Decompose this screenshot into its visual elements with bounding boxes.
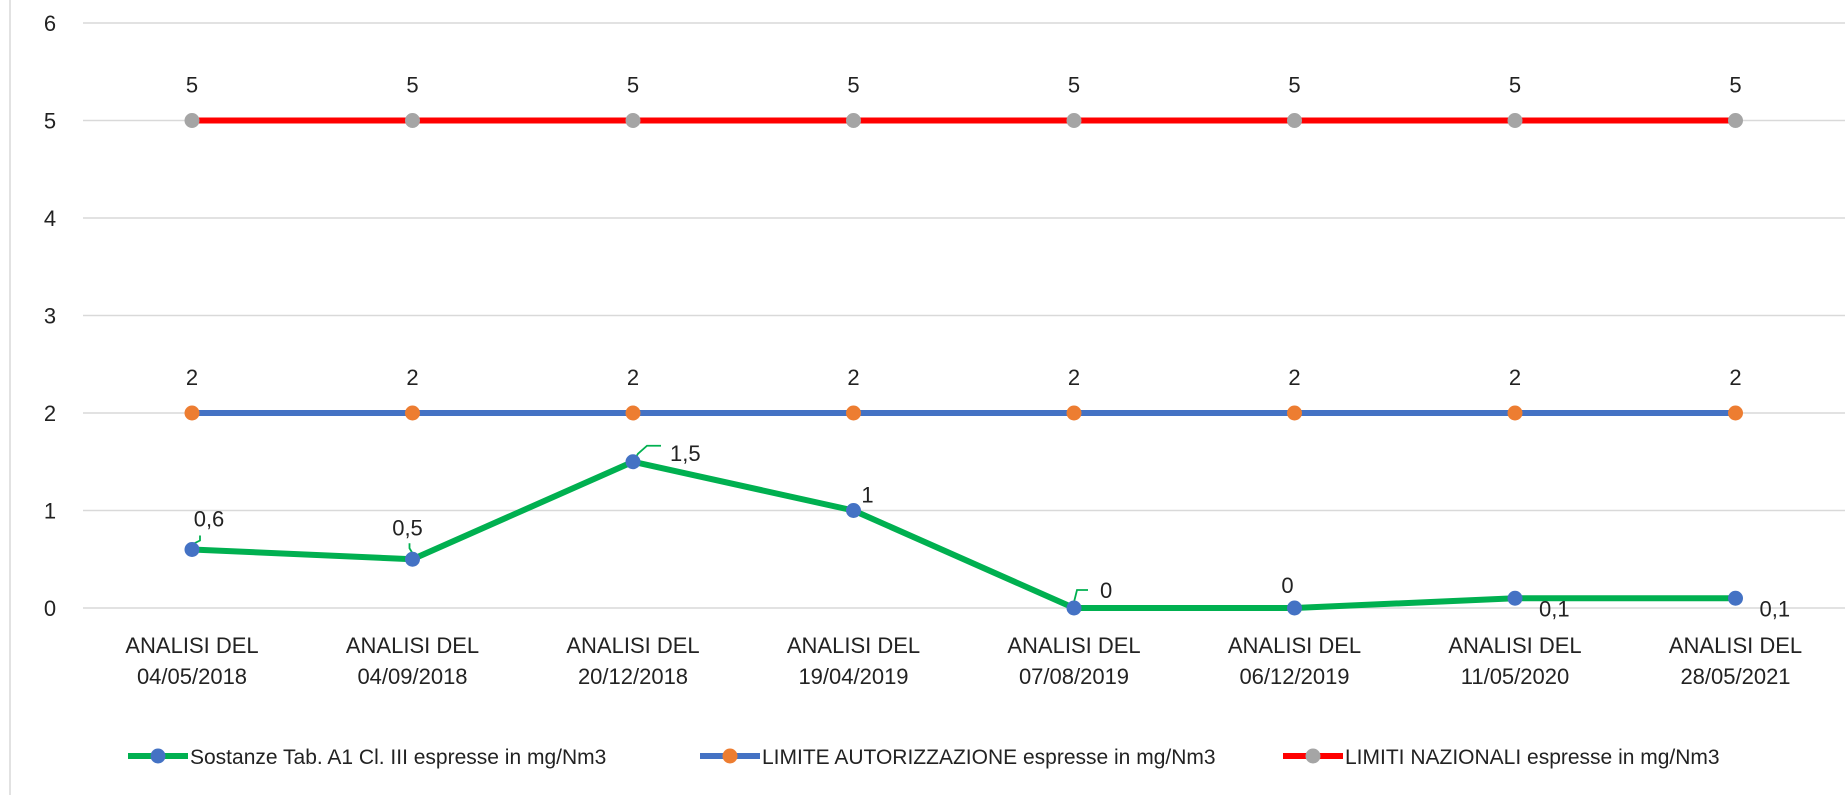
- legend-swatch-marker: [150, 748, 166, 764]
- data-label: 0,5: [392, 515, 423, 540]
- x-tick-label: 28/05/2021: [1680, 664, 1790, 689]
- data-point-marker: [1066, 113, 1082, 128]
- y-tick-label: 0: [44, 596, 56, 621]
- data-point-marker: [1066, 405, 1082, 421]
- data-label: 2: [1068, 365, 1080, 390]
- data-point-marker: [846, 113, 861, 128]
- data-point-marker: [1287, 405, 1302, 421]
- data-label: 0: [1100, 578, 1112, 603]
- data-label: 2: [627, 365, 639, 390]
- y-tick-label: 3: [44, 304, 56, 329]
- data-point-marker: [1287, 113, 1302, 128]
- data-point-marker: [184, 542, 200, 557]
- y-tick-label: 4: [44, 206, 56, 231]
- x-tick-label: ANALISI DEL: [1669, 633, 1802, 658]
- legend-label: LIMITE AUTORIZZAZIONE espresse in mg/Nm3: [762, 746, 1216, 769]
- data-label: 0: [1281, 573, 1293, 598]
- data-label: 1: [861, 483, 873, 508]
- data-point-marker: [1507, 590, 1523, 606]
- data-label: 5: [406, 73, 418, 98]
- data-point-marker: [846, 503, 861, 518]
- x-tick-label: 06/12/2019: [1239, 664, 1349, 689]
- data-point-marker: [625, 405, 641, 421]
- data-label: 5: [1509, 73, 1521, 98]
- data-label: 2: [1509, 365, 1521, 390]
- y-tick-label: 2: [44, 401, 56, 426]
- x-tick-label: 19/04/2019: [798, 664, 908, 689]
- x-tick-label: ANALISI DEL: [1007, 633, 1140, 658]
- label-callouts: [191, 444, 1088, 608]
- data-point-marker: [625, 454, 641, 470]
- x-tick-label: 07/08/2019: [1019, 664, 1129, 689]
- data-label: 5: [847, 73, 859, 98]
- data-point-marker: [625, 113, 641, 128]
- data-labels: 2 2 2 2 2 2 2 2 5 5 5 5 5 5 5 5 0,6 0,5 1,5 1 0 0 0,1 0,1: [186, 73, 1790, 622]
- x-tick-label: ANALISI DEL: [125, 633, 258, 658]
- data-point-marker: [1507, 405, 1523, 421]
- data-point-marker: [1728, 405, 1743, 421]
- data-label: 2: [1288, 365, 1300, 390]
- x-tick-label: ANALISI DEL: [1448, 633, 1581, 658]
- data-label: 0,1: [1760, 596, 1791, 621]
- x-tick-label: 20/12/2018: [578, 664, 688, 689]
- data-label: 5: [627, 73, 639, 98]
- data-label: 2: [1729, 365, 1741, 390]
- legend-label: Sostanze Tab. A1 Cl. III espresse in mg/…: [190, 746, 606, 769]
- data-point-marker: [184, 405, 200, 421]
- data-point-marker: [1287, 600, 1302, 616]
- data-point-marker: [405, 113, 420, 128]
- x-tick-label: 04/05/2018: [137, 664, 247, 689]
- data-label: 2: [186, 365, 198, 390]
- data-point-marker: [184, 113, 200, 128]
- data-label: 5: [186, 73, 198, 98]
- legend-label: LIMITI NAZIONALI espresse in mg/Nm3: [1345, 746, 1720, 769]
- series-line-0: [189, 458, 1739, 611]
- x-tick-label: 11/05/2020: [1461, 664, 1569, 689]
- series-markers: [184, 113, 1743, 616]
- data-point-marker: [1507, 113, 1523, 128]
- x-tick-label: ANALISI DEL: [566, 633, 699, 658]
- x-tick-label: ANALISI DEL: [346, 633, 479, 658]
- y-axis-ticks: 0 1 2 3 4 5 6: [44, 11, 56, 621]
- legend-swatch-marker: [722, 748, 738, 764]
- y-tick-label: 6: [44, 11, 56, 36]
- data-point-marker: [846, 405, 861, 421]
- data-label: 0,1: [1539, 596, 1570, 621]
- x-tick-label: ANALISI DEL: [1228, 633, 1361, 658]
- data-point-marker: [1728, 590, 1743, 606]
- data-label: 5: [1068, 73, 1080, 98]
- x-tick-label: ANALISI DEL: [787, 633, 920, 658]
- x-axis-ticks: ANALISI DEL 04/05/2018 ANALISI DEL 04/09/20…: [125, 633, 1802, 689]
- data-label: 0,6: [194, 507, 225, 532]
- data-point-marker: [1728, 113, 1743, 128]
- data-point-marker: [1066, 600, 1082, 616]
- y-tick-label: 1: [44, 499, 56, 524]
- series-lines: [189, 117, 1739, 611]
- data-label: 5: [1729, 73, 1741, 98]
- gridlines: [83, 22, 1845, 609]
- data-point-marker: [405, 551, 420, 567]
- legend-swatch-marker: [1305, 748, 1321, 764]
- y-tick-label: 5: [44, 109, 56, 134]
- legend: Sostanze Tab. A1 Cl. III espresse in mg/…: [128, 746, 1720, 769]
- data-label: 2: [406, 365, 418, 390]
- x-tick-label: 04/09/2018: [357, 664, 467, 689]
- data-label: 1,5: [670, 441, 701, 466]
- data-label: 2: [847, 365, 859, 390]
- data-point-marker: [405, 405, 420, 421]
- data-label: 5: [1288, 73, 1300, 98]
